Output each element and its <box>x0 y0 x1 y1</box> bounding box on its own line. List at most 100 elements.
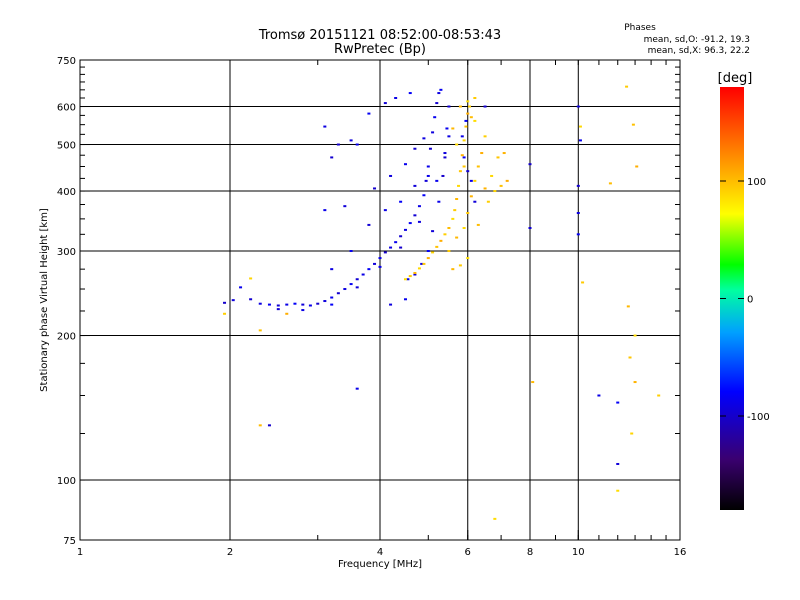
x-mode-point <box>468 105 472 108</box>
x-mode-point <box>455 198 459 201</box>
o-mode-point <box>426 250 430 253</box>
o-mode-point <box>435 179 439 182</box>
o-mode-point <box>473 200 477 203</box>
x-mode-point <box>473 119 477 122</box>
y-tick-label: 750 <box>57 56 76 67</box>
x-mode-point <box>462 139 466 142</box>
o-mode-point <box>462 156 466 159</box>
y-axis-label: Stationary phase Virtual Height [km] <box>39 208 50 392</box>
colorbar-tick-label: 100 <box>747 177 766 188</box>
x-mode-point <box>447 227 451 230</box>
o-mode-point <box>576 233 580 236</box>
o-mode-point <box>413 147 417 150</box>
o-mode-point <box>330 296 334 299</box>
o-mode-point <box>293 302 297 305</box>
o-mode-point <box>373 187 377 190</box>
x-mode-point <box>443 233 447 236</box>
data-points <box>223 85 661 520</box>
o-mode-point <box>389 303 393 306</box>
y-tick-label: 400 <box>57 187 76 198</box>
o-mode-point <box>383 102 387 105</box>
o-mode-point <box>413 273 417 276</box>
x-mode-point <box>460 154 464 157</box>
x-mode-point <box>447 250 451 253</box>
o-mode-point <box>528 163 532 166</box>
o-mode-point <box>394 241 398 244</box>
x-tick-label: 2 <box>227 547 233 558</box>
x-mode-point <box>502 152 506 155</box>
o-mode-point <box>431 230 435 233</box>
o-mode-point <box>367 223 371 226</box>
x-mode-point <box>466 112 470 115</box>
x-mode-point <box>486 200 490 203</box>
o-mode-point <box>258 302 262 305</box>
x-tick-label: 16 <box>674 547 687 558</box>
o-mode-point <box>239 286 243 289</box>
x-mode-point <box>455 236 459 239</box>
o-mode-point <box>616 462 620 465</box>
y-tick-label: 200 <box>57 332 76 343</box>
o-mode-point <box>308 304 312 307</box>
o-mode-point <box>426 165 430 168</box>
x-mode-point <box>466 257 470 260</box>
o-mode-point <box>483 105 487 108</box>
x-mode-point <box>462 165 466 168</box>
o-mode-point <box>469 179 473 182</box>
o-mode-point <box>355 278 359 281</box>
o-mode-point <box>460 135 464 138</box>
x-mode-point <box>464 125 468 128</box>
x-mode-point <box>458 105 462 108</box>
o-mode-point <box>597 394 601 397</box>
o-mode-point <box>316 302 320 305</box>
o-mode-point <box>466 170 470 173</box>
x-mode-point <box>466 212 470 215</box>
o-mode-point <box>399 246 403 249</box>
x-mode-point <box>453 209 457 212</box>
o-mode-point <box>276 308 280 311</box>
x-mode-point <box>258 329 262 332</box>
o-mode-point <box>443 152 447 155</box>
o-mode-point <box>437 200 441 203</box>
x-mode-point <box>616 489 620 492</box>
o-mode-point <box>399 235 403 238</box>
x-mode-point <box>458 170 462 173</box>
x-mode-point <box>451 127 455 130</box>
x-tick-label: 10 <box>572 547 585 558</box>
o-mode-point <box>426 174 430 177</box>
stats-header: Phases <box>624 23 656 33</box>
o-mode-point <box>249 298 253 301</box>
o-mode-point <box>406 278 410 281</box>
x-mode-point <box>285 312 289 315</box>
y-tick-label: 500 <box>57 141 76 152</box>
o-mode-point <box>330 268 334 271</box>
o-mode-point <box>383 251 387 254</box>
x-tick-label: 1 <box>77 547 83 558</box>
stats-line-o: mean, sd,O: -91.2, 19.3 <box>644 35 750 45</box>
x-mode-point <box>483 187 487 190</box>
o-mode-point <box>231 299 235 302</box>
o-mode-point <box>355 143 359 146</box>
o-mode-point <box>330 156 334 159</box>
o-mode-point <box>367 112 371 115</box>
x-mode-point <box>578 125 582 128</box>
x-mode-point <box>408 275 412 278</box>
axes: 1 2 4 6 8 10 16 75 100 200 300 400 500 600 750 <box>57 56 686 558</box>
o-mode-point <box>330 303 334 306</box>
o-mode-point <box>403 298 407 301</box>
x-mode-point <box>631 123 635 126</box>
o-mode-point <box>422 137 426 140</box>
x-mode-point <box>462 227 466 230</box>
o-mode-point <box>343 205 347 208</box>
x-mode-point <box>458 264 462 267</box>
colorbar-tick-label: 0 <box>747 295 753 306</box>
o-mode-point <box>349 283 353 286</box>
o-mode-point <box>378 257 382 260</box>
o-mode-point <box>413 214 417 217</box>
x-mode-point <box>581 281 585 284</box>
o-mode-point <box>417 205 421 208</box>
x-mode-point <box>657 394 661 397</box>
o-mode-point <box>323 300 327 303</box>
o-mode-point <box>528 227 532 230</box>
x-mode-point <box>608 182 612 185</box>
o-mode-point <box>373 262 377 265</box>
